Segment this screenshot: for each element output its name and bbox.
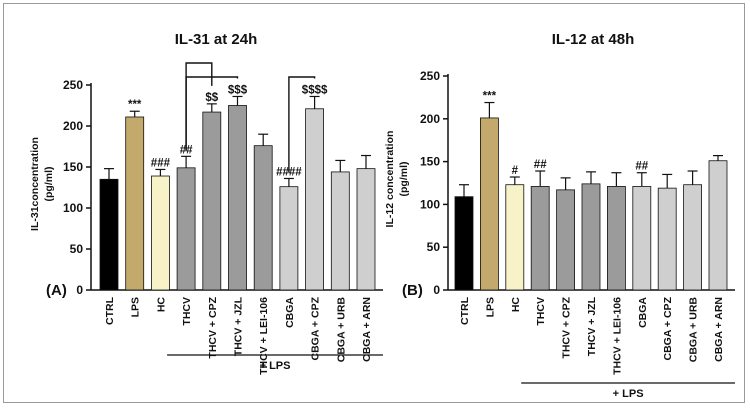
- panel-a-bar-cbga-arn: [356, 168, 376, 291]
- panel-b-ytick-label: 250: [420, 69, 440, 83]
- panel-a-ytick-label: 250: [63, 78, 83, 92]
- panel-a-significance-label: $$: [205, 92, 218, 104]
- panel-b-category-label: HC: [510, 297, 522, 313]
- panel-b-bar-thcv-cpz: [556, 189, 575, 291]
- panel-a-ytick-label: 100: [63, 201, 83, 215]
- panel-b-group-label: + LPS: [613, 388, 644, 400]
- panel-b-bar-thcv-jzl: [581, 183, 601, 291]
- panel-a-bar-cbga: [279, 186, 299, 291]
- panel-b-significance-label: ##: [534, 159, 547, 171]
- panel-a-bar-cbga-urb: [330, 171, 350, 291]
- panel-b-category-label: CBGA + URB: [688, 297, 700, 363]
- panel-a-bar-thcv-lei-106: [253, 145, 273, 291]
- panel-a-category-label: CBGA + CPZ: [310, 296, 322, 360]
- panel-b-ytick-label: 200: [420, 112, 440, 126]
- panel-b-bar-ctrl: [454, 196, 474, 291]
- panel-b-label: (B): [402, 282, 423, 299]
- panel-a-comparison-bracket: [185, 76, 239, 151]
- panel-b-ytick-label: 150: [420, 155, 440, 169]
- panel-a-significance-label: ###: [151, 157, 171, 169]
- panel-a-significance-label: $$$: [228, 84, 248, 96]
- panel-b-bar-lps: [479, 117, 499, 291]
- panel-a-label: (A): [46, 282, 67, 299]
- panel-b-ytick-label: 0: [433, 283, 440, 297]
- panel-a-category-label: CBGA + URB: [335, 297, 347, 363]
- panel-b-category-label: CTRL: [459, 296, 471, 325]
- panel-b-category-label: CBGA + CPZ: [662, 296, 674, 360]
- panel-a-bar-thcv-jzl: [228, 105, 247, 291]
- panel-a-group-label: + LPS: [260, 360, 291, 372]
- panel-b-significance-label: ***: [483, 91, 497, 103]
- panel-b-ytick-label: 100: [420, 197, 440, 211]
- panel-b-bar-thcv: [530, 186, 550, 291]
- panel-b-category-label: THCV + CPZ: [561, 296, 573, 358]
- panel-b-bar-thcv-lei-106: [607, 186, 626, 291]
- panel-b-category-label: THCV + JZL: [586, 296, 598, 356]
- panel-b-title: IL-12 at 48h: [552, 31, 635, 48]
- panel-b-category-label: CBGA + ARN: [713, 297, 725, 362]
- panel-b-ylabel-unit: (pg/ml): [398, 162, 410, 197]
- panel-a-category-label: CBGA: [284, 297, 296, 328]
- panel-a-bar-thcv-cpz: [202, 111, 222, 291]
- panel-b-ylabel: IL-12 concentration: [384, 131, 396, 228]
- panel-b-bar-cbga: [632, 186, 652, 291]
- panel-a-category-label: CTRL: [104, 296, 116, 325]
- panel-b-bar-cbga-arn: [708, 160, 728, 291]
- panel-a-bar-ctrl: [99, 178, 119, 291]
- panel-a-category-label: THCV: [181, 297, 193, 326]
- panel-b-category-label: CBGA: [637, 297, 649, 328]
- panel-a-significance-label: ***: [128, 99, 142, 111]
- figure-frame: IL-31 at 24h IL-31concentration (pg/ml) 0 50…: [3, 3, 745, 403]
- panel-b-bar-cbga-cpz: [657, 187, 677, 291]
- panel-a-ytick-label: 200: [63, 119, 83, 133]
- panel-b-ytick-label: 50: [427, 240, 441, 254]
- panel-a-ytick-label: 150: [63, 160, 83, 174]
- panel-a-bar-hc: [150, 175, 170, 291]
- panel-a-bar-cbga-cpz: [305, 108, 325, 291]
- panel-a-category-label: CBGA + ARN: [361, 297, 373, 362]
- panel-a-bar-thcv: [176, 167, 196, 291]
- panel-a-category-label: HC: [155, 297, 167, 313]
- panel-a-bar-lps: [125, 116, 145, 291]
- panel-b-category-label: LPS: [484, 297, 496, 317]
- panel-b-category-label: THCV + LEI-106: [611, 297, 623, 375]
- panel-a-category-label: LPS: [130, 297, 142, 317]
- panel-b-bar-hc: [505, 184, 525, 291]
- panel-a-significance-label: $$$$: [302, 84, 328, 96]
- panel-b-significance-label: ##: [635, 161, 648, 173]
- panel-a-category-label: THCV + CPZ: [207, 296, 219, 358]
- panel-a-ylabel: IL-31concentration: [29, 137, 41, 231]
- panel-a-ytick-label: 0: [76, 283, 83, 297]
- panel-b-category-label: THCV: [535, 297, 547, 326]
- panel-b-significance-label: #: [512, 165, 519, 177]
- panel-b-bar-cbga-urb: [683, 184, 702, 291]
- panel-a-ytick-label: 50: [70, 242, 84, 256]
- panel-a-comparison-bracket: [288, 76, 316, 173]
- panel-a-ylabel-unit: (pg/ml): [43, 167, 55, 202]
- panel-a-title: IL-31 at 24h: [175, 31, 258, 48]
- panel-a-category-label: THCV + JZL: [233, 296, 245, 356]
